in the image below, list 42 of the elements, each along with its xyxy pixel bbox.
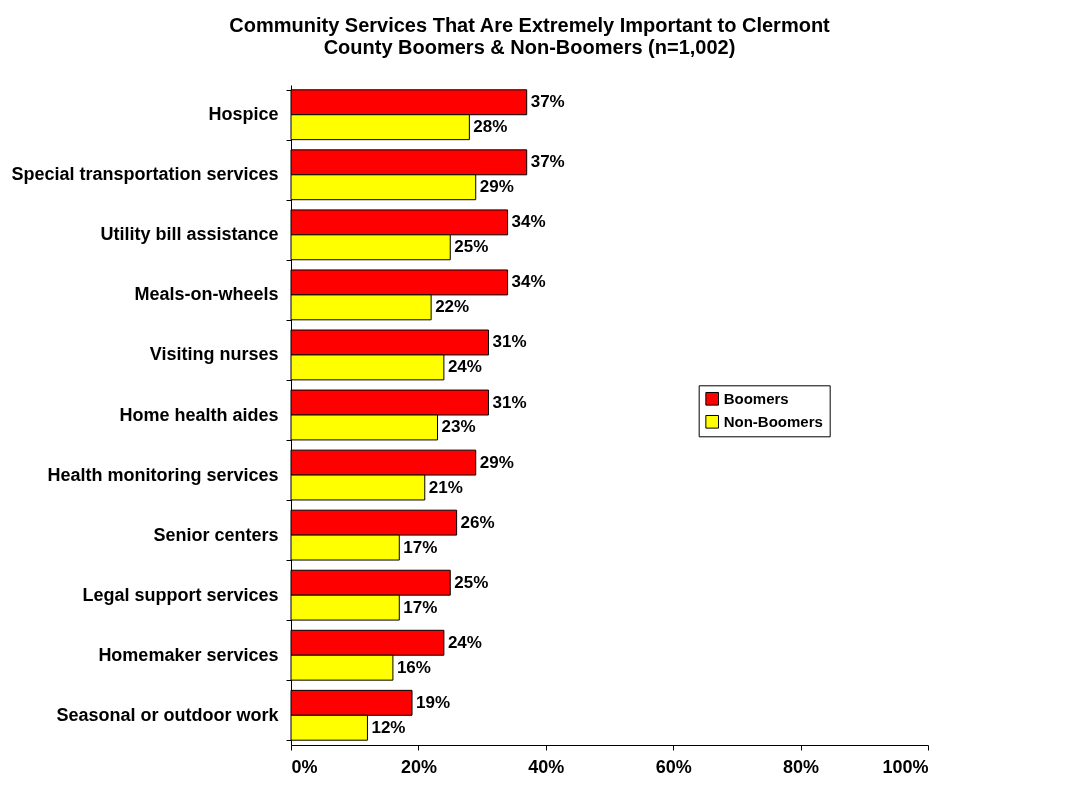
y-tick-label: Health monitoring services [47, 464, 279, 485]
data-label: 31% [492, 392, 527, 412]
legend-label: Non-Boomers [723, 412, 823, 430]
y-tick-label: Special transportation services [11, 164, 279, 185]
data-label: 24% [447, 632, 482, 652]
x-tick-label: 60% [655, 756, 692, 777]
data-label: 28% [473, 117, 508, 137]
data-label: 37% [530, 152, 565, 172]
data-label: 26% [460, 512, 495, 532]
data-label: 25% [454, 237, 489, 257]
data-label: 21% [428, 477, 463, 497]
data-label: 16% [396, 657, 431, 677]
data-label: 22% [435, 297, 470, 317]
data-label: 34% [511, 272, 546, 292]
x-tick-label: 20% [400, 756, 437, 777]
x-tick-label: 40% [528, 756, 565, 777]
data-label: 25% [454, 572, 489, 592]
data-label: 24% [447, 357, 482, 377]
data-label: 29% [479, 452, 514, 472]
x-tick-label: 80% [783, 756, 820, 777]
y-tick-label: Home health aides [119, 404, 279, 425]
data-label: 29% [479, 177, 514, 197]
data-label: 31% [492, 332, 527, 352]
y-tick-label: Meals-on-wheels [134, 284, 279, 305]
data-label: 17% [403, 597, 438, 617]
x-tick-label: 100% [882, 756, 929, 777]
legend-label: Boomers [723, 389, 789, 407]
y-tick-label: Visiting nurses [149, 344, 279, 365]
y-tick-label: Homemaker services [98, 644, 279, 665]
data-label: 37% [530, 92, 565, 112]
data-label: 17% [403, 537, 438, 557]
data-label: 34% [511, 212, 546, 232]
x-tick-label: 0% [291, 756, 318, 777]
y-tick-label: Legal support services [82, 584, 279, 605]
y-tick-label: Seasonal or outdoor work [56, 704, 280, 725]
chart-title: Community Services That Are Extremely Important to Clermont County Boomers & Non-Boomers (n=1,002) [229, 14, 831, 58]
data-label: 12% [371, 717, 406, 737]
y-tick-label: Senior centers [153, 524, 279, 545]
y-tick-label: Hospice [208, 104, 279, 125]
y-tick-label: Utility bill assistance [100, 224, 279, 245]
data-label: 19% [416, 692, 451, 712]
data-label: 23% [441, 417, 476, 437]
